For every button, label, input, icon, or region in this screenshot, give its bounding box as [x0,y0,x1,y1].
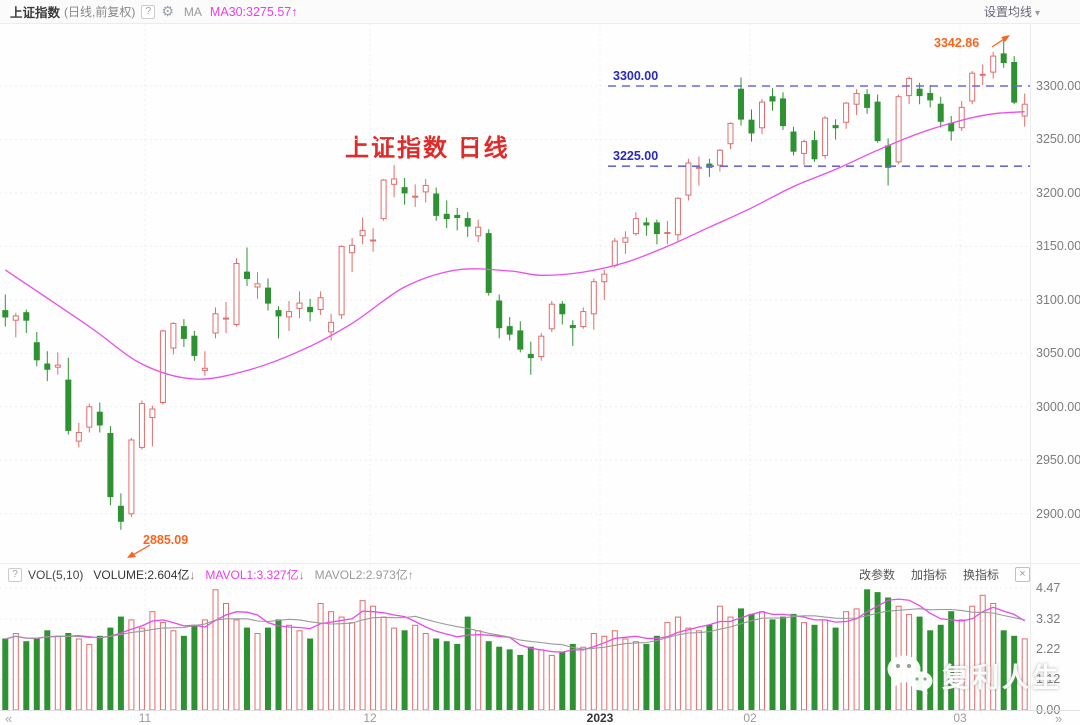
vol-indicator-label: VOL(5,10) [28,567,84,582]
help-icon[interactable]: ? [8,567,22,582]
help-icon[interactable]: ? [141,4,156,19]
close-icon[interactable]: × [1015,567,1030,582]
scroll-right-icon[interactable]: » [1055,711,1063,725]
change-params-button[interactable]: 改参数 [858,568,895,582]
add-indicator-button[interactable]: 加指标 [910,568,947,582]
gear-icon[interactable]: ⚙ [161,3,174,19]
chart-header: 上证指数 (日线,前复权) ? ⚙ MA MA30:3275.57↑ 设置均线 ▾ [0,0,1080,24]
x-axis-line [0,710,1080,711]
ma30-value: MA30:3275.57↑ [209,4,298,19]
scroll-left-icon[interactable]: « [5,711,13,725]
panel-divider [0,563,1080,564]
down-arrow-icon: ↓ [189,568,196,582]
chevron-down-icon: ▾ [1034,8,1040,19]
set-ma-dropdown[interactable]: 设置均线 ▾ [983,5,1040,19]
y-axis-separator [1030,24,1031,710]
mavol2-value: MAVOL2:2.973亿↑ [314,568,414,582]
volume-value: VOLUME:2.604亿↓ [93,568,196,582]
ma-label: MA [183,4,202,19]
up-arrow-icon: ↑ [291,4,298,19]
symbol-title: 上证指数 [10,6,61,20]
period-label: (日线,前复权) [64,5,136,19]
volume-header: ? VOL(5,10) VOLUME:2.604亿↓ MAVOL1:3.327亿… [0,564,1080,585]
switch-indicator-button[interactable]: 换指标 [962,568,999,582]
mavol1-value: MAVOL1:3.327亿↓ [205,568,305,582]
down-arrow-icon: ↓ [298,568,305,582]
up-arrow-icon: ↑ [407,568,414,582]
